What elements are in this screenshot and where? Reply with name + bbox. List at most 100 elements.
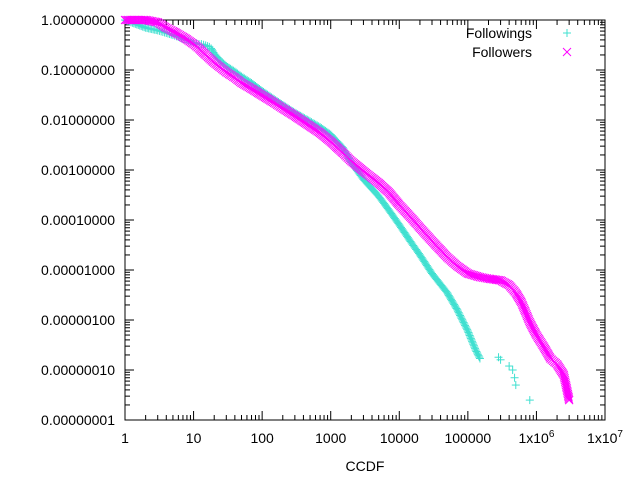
marker-stroke — [468, 270, 477, 280]
data-point — [496, 355, 505, 364]
data-point — [505, 362, 514, 371]
marker-stroke — [494, 275, 504, 285]
marker-stroke — [524, 314, 533, 324]
data-point — [475, 272, 485, 282]
legend-marker-followers — [562, 47, 572, 57]
data-point — [524, 316, 534, 326]
marker-stroke — [520, 305, 529, 314]
marker-stroke — [517, 299, 527, 308]
x-tick-label: 100 — [250, 430, 274, 446]
data-point — [524, 314, 533, 324]
data-point — [520, 306, 530, 316]
marker-stroke — [564, 395, 574, 405]
data-point — [518, 302, 528, 311]
y-tick-label: 0.00000010 — [41, 362, 115, 378]
y-tick-label: 0.00000001 — [41, 412, 115, 428]
y-tick-label: 0.00000100 — [41, 312, 115, 328]
data-point — [153, 26, 162, 35]
data-point — [475, 353, 484, 362]
x-tick-label: 1000 — [315, 430, 346, 446]
marker-stroke — [559, 372, 569, 381]
data-point — [564, 395, 574, 405]
x-tick-label: 1 — [121, 430, 129, 446]
marker-stroke — [148, 17, 158, 26]
legend-symbol — [562, 47, 572, 57]
x-tick-label: 10000 — [380, 430, 419, 446]
data-point — [522, 309, 531, 319]
y-tick-label: 0.00010000 — [41, 212, 115, 228]
marker-stroke — [465, 269, 474, 279]
data-point — [559, 370, 569, 380]
data-point — [508, 366, 517, 374]
data-point — [477, 273, 486, 282]
marker-stroke — [474, 272, 483, 282]
marker-stroke — [471, 271, 480, 281]
marker-stroke — [493, 275, 502, 285]
marker-stroke — [475, 272, 485, 282]
legend: Followings Followers — [466, 25, 572, 60]
marker-stroke — [523, 313, 533, 322]
series-followers — [120, 15, 574, 405]
data-point — [494, 275, 504, 285]
data-point — [516, 297, 526, 307]
data-point — [519, 303, 529, 313]
marker-stroke — [463, 269, 473, 278]
marker-stroke — [166, 25, 176, 35]
legend-label-followers: Followers — [472, 44, 532, 60]
x-tick-label: 1x107 — [587, 429, 623, 446]
marker-stroke — [564, 394, 574, 403]
legend-label-followings: Followings — [466, 25, 532, 41]
data-point — [525, 396, 534, 405]
data-point — [510, 373, 519, 382]
series-followings — [121, 16, 534, 405]
data-point — [559, 372, 569, 381]
marker-stroke — [560, 373, 569, 383]
y-tick-label: 1.00000000 — [41, 12, 115, 28]
data-point — [564, 394, 574, 403]
marker-stroke — [466, 270, 476, 279]
marker-stroke — [520, 306, 530, 316]
marker-stroke — [163, 24, 173, 33]
marker-stroke — [519, 303, 529, 313]
marker-stroke — [518, 300, 527, 310]
marker-stroke — [563, 391, 573, 400]
y-tick-label: 0.00100000 — [41, 162, 115, 178]
series-layer — [120, 15, 574, 405]
marker-stroke — [161, 23, 171, 33]
x-axis-label: CCDF — [346, 458, 385, 474]
data-point — [151, 17, 161, 27]
marker-stroke — [559, 370, 569, 380]
marker-stroke — [562, 47, 572, 57]
axis-ticks — [124, 19, 606, 421]
legend-marker-followings — [563, 29, 571, 37]
marker-stroke — [150, 17, 160, 27]
marker-stroke — [522, 309, 531, 319]
marker-stroke — [491, 275, 501, 285]
data-point — [560, 373, 569, 383]
marker-stroke — [564, 392, 573, 402]
plot-frame — [124, 19, 606, 421]
x-tick-label: 10 — [186, 430, 202, 446]
y-tick-label: 0.01000000 — [41, 112, 115, 128]
data-point — [475, 354, 484, 363]
marker-stroke — [518, 302, 528, 311]
marker-stroke — [165, 25, 174, 34]
y-tick-label: 0.00001000 — [41, 262, 115, 278]
marker-stroke — [521, 308, 531, 318]
x-tick-label: 100000 — [444, 430, 491, 446]
marker-stroke — [469, 270, 479, 280]
data-point — [564, 392, 573, 402]
data-point — [517, 299, 527, 308]
x-tick-label: 1x106 — [518, 429, 554, 446]
data-point — [560, 375, 570, 385]
marker-stroke — [477, 273, 486, 282]
data-point — [521, 308, 531, 318]
data-point — [522, 311, 532, 321]
data-point — [511, 381, 520, 390]
data-point — [523, 313, 533, 322]
data-point — [518, 300, 527, 310]
marker-stroke — [516, 297, 526, 307]
x-tick-label-exponent: 7 — [617, 429, 623, 440]
axis-tick-labels: 1 10 100 1000 10000 100000 1x106 1x107 1.0000000… — [41, 12, 623, 446]
